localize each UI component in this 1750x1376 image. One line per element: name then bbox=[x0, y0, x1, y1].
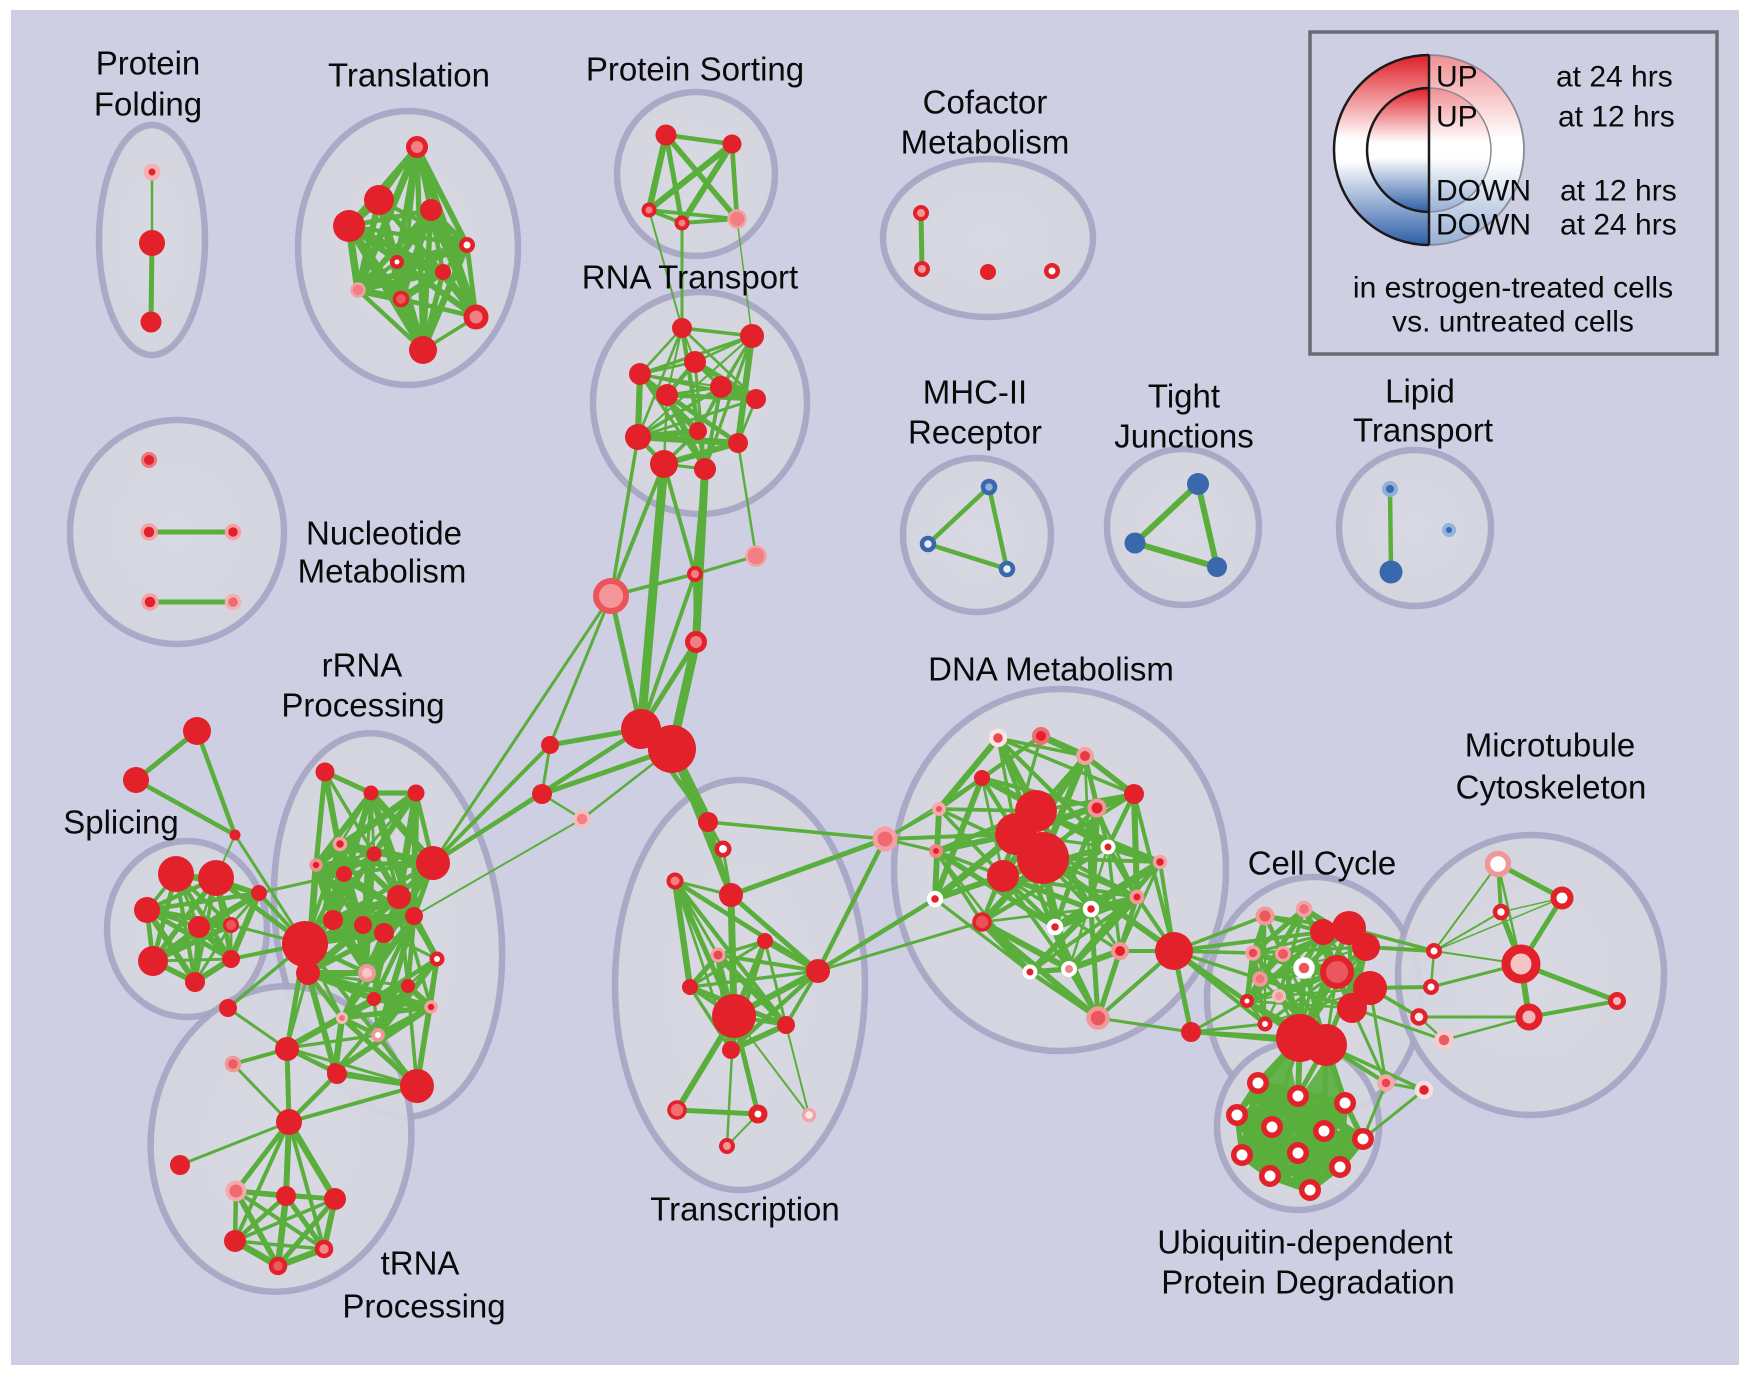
svg-text:Ubiquitin-dependent: Ubiquitin-dependent bbox=[1157, 1224, 1452, 1261]
svg-text:at 24 hrs: at 24 hrs bbox=[1560, 209, 1677, 242]
svg-text:at 12 hrs: at 12 hrs bbox=[1560, 175, 1677, 208]
svg-text:Processing: Processing bbox=[281, 687, 444, 724]
svg-text:Splicing: Splicing bbox=[63, 804, 179, 841]
svg-text:DOWN: DOWN bbox=[1436, 209, 1531, 242]
svg-text:Receptor: Receptor bbox=[908, 414, 1042, 451]
svg-text:Cell Cycle: Cell Cycle bbox=[1248, 845, 1397, 882]
svg-text:Cytoskeleton: Cytoskeleton bbox=[1456, 769, 1647, 806]
svg-text:Cofactor: Cofactor bbox=[923, 84, 1048, 121]
svg-text:at 12 hrs: at 12 hrs bbox=[1558, 101, 1675, 134]
svg-text:Folding: Folding bbox=[94, 86, 202, 123]
svg-text:Lipid: Lipid bbox=[1385, 373, 1455, 410]
svg-text:Translation: Translation bbox=[328, 57, 490, 94]
svg-text:RNA Transport: RNA Transport bbox=[582, 259, 798, 296]
svg-text:Nucleotide: Nucleotide bbox=[306, 515, 462, 552]
svg-text:Metabolism: Metabolism bbox=[298, 553, 467, 590]
svg-text:Processing: Processing bbox=[342, 1288, 505, 1325]
svg-text:UP: UP bbox=[1436, 61, 1478, 94]
svg-text:DNA Metabolism: DNA Metabolism bbox=[928, 651, 1174, 688]
svg-text:at 24 hrs: at 24 hrs bbox=[1556, 61, 1673, 94]
svg-text:Protein Degradation: Protein Degradation bbox=[1161, 1264, 1455, 1301]
svg-text:DOWN: DOWN bbox=[1436, 175, 1531, 208]
svg-text:UP: UP bbox=[1436, 101, 1478, 134]
svg-text:Metabolism: Metabolism bbox=[901, 124, 1070, 161]
svg-text:rRNA: rRNA bbox=[322, 647, 403, 684]
svg-text:Transport: Transport bbox=[1353, 412, 1493, 449]
svg-text:vs. untreated cells: vs. untreated cells bbox=[1392, 306, 1634, 339]
svg-text:Protein: Protein bbox=[96, 45, 201, 82]
svg-text:Tight: Tight bbox=[1148, 378, 1220, 415]
svg-text:tRNA: tRNA bbox=[381, 1245, 460, 1282]
svg-text:in estrogen-treated cells: in estrogen-treated cells bbox=[1353, 272, 1673, 305]
svg-text:Transcription: Transcription bbox=[650, 1191, 840, 1228]
svg-text:Junctions: Junctions bbox=[1114, 418, 1253, 455]
svg-text:MHC-II: MHC-II bbox=[923, 374, 1027, 411]
svg-text:Protein Sorting: Protein Sorting bbox=[586, 51, 804, 88]
svg-text:Microtubule: Microtubule bbox=[1465, 727, 1636, 764]
